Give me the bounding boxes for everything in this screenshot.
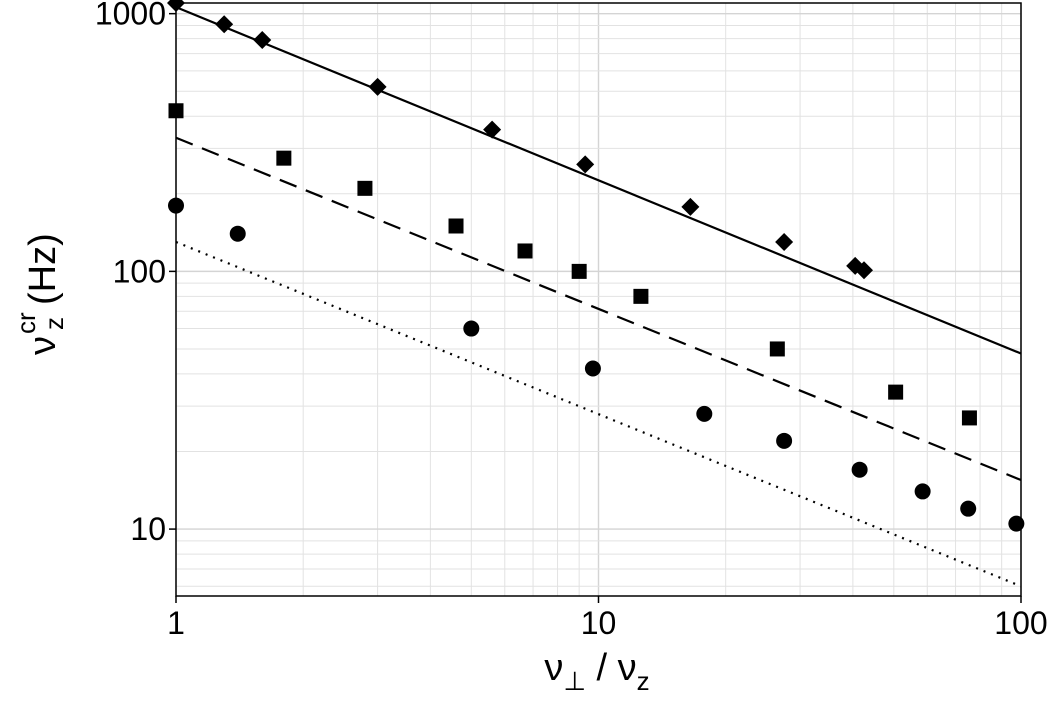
data-point-square xyxy=(633,288,649,304)
data-point-square xyxy=(276,150,292,166)
data-point-circle xyxy=(229,225,246,242)
data-point-square xyxy=(517,243,533,259)
x-tick-label: 100 xyxy=(994,605,1047,641)
data-point-diamond xyxy=(253,31,272,50)
x-ticks: 1 10 100 xyxy=(167,596,1048,641)
x-tick-label: 10 xyxy=(581,605,617,641)
data-point-circle xyxy=(960,500,977,517)
grid xyxy=(175,3,1022,596)
fit-line-dotted xyxy=(175,240,1022,588)
svg-text:ν: ν xyxy=(22,336,64,355)
y-tick-label: 10 xyxy=(130,511,166,547)
data-point-square xyxy=(888,384,904,400)
data-point-circle xyxy=(914,483,931,500)
data-point-square xyxy=(961,410,977,426)
data-point-circle xyxy=(776,432,793,449)
data-point-circle xyxy=(584,360,601,377)
y-axis-label: ν z cr (Hz) xyxy=(11,233,69,355)
data-point-circle xyxy=(696,405,713,422)
data-point-diamond xyxy=(681,197,700,216)
x-axis-label: ν⊥ / νz xyxy=(544,647,649,696)
svg-text:(Hz): (Hz) xyxy=(22,233,64,305)
data-point-circle xyxy=(851,461,868,478)
data-point-square xyxy=(571,263,587,279)
y-ticks: 10 100 1000 xyxy=(95,0,176,547)
fit-line-dashed xyxy=(175,136,1022,482)
data-point-diamond xyxy=(368,77,387,96)
data-point-square xyxy=(357,180,373,196)
x-tick-label: 1 xyxy=(167,605,185,641)
data-point-square xyxy=(769,341,785,357)
data-point-diamond xyxy=(483,120,502,139)
data-point-circle xyxy=(463,320,480,337)
y-tick-label: 100 xyxy=(113,253,166,289)
data-point-square xyxy=(448,218,464,234)
data-point-diamond xyxy=(854,261,873,280)
data-points xyxy=(167,0,1025,532)
svg-text:z: z xyxy=(39,317,69,330)
data-point-diamond xyxy=(576,155,595,174)
data-point-circle xyxy=(1008,515,1025,532)
data-point-diamond xyxy=(775,233,794,252)
data-point-diamond xyxy=(215,15,234,34)
svg-text:cr: cr xyxy=(11,312,41,334)
fit-lines xyxy=(175,6,1022,588)
fit-line-solid xyxy=(175,6,1022,355)
y-tick-label: 1000 xyxy=(95,0,166,32)
